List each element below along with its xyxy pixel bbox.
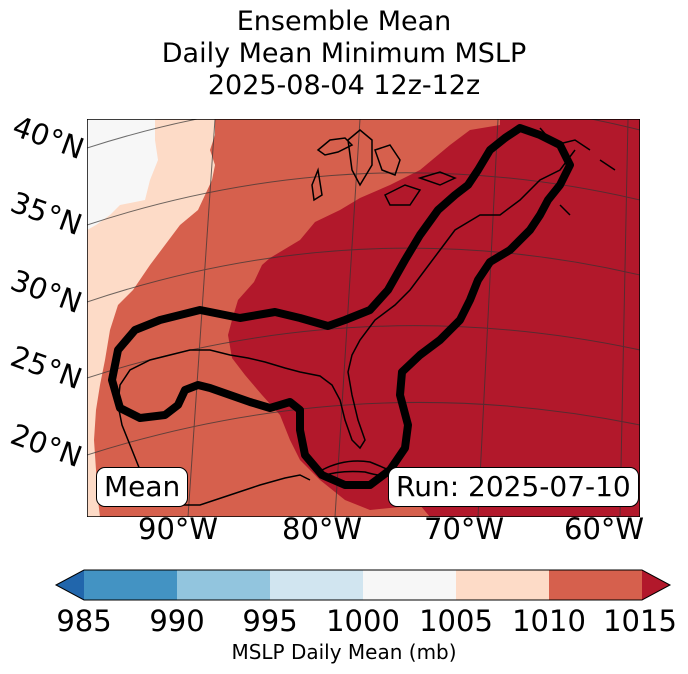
- parallel-20n: [87, 402, 640, 456]
- chart-title-line2: Daily Mean Minimum MSLP: [161, 38, 527, 69]
- map-area: [87, 119, 640, 517]
- colorbar-bin-1005-1010: [456, 570, 550, 600]
- colorbar-tick-1015: 1015: [603, 604, 677, 638]
- meridian-60w: [619, 119, 629, 517]
- meridian-90w: [187, 119, 216, 517]
- lon-label-70w: 70°W: [424, 512, 505, 546]
- lon-label-90w: 90°W: [138, 512, 219, 546]
- colorbar-outline: [54, 569, 672, 601]
- colorbar-tick-1010: 1010: [512, 604, 586, 638]
- colorbar-bin-985-990: [84, 570, 178, 600]
- colorbar-bin-995-1000: [270, 570, 364, 600]
- colorbar-bin-1000-1005: [363, 570, 457, 600]
- pressure-fill-1005-1010: [87, 119, 215, 517]
- run-date-box: Run: 2025-07-10: [388, 467, 639, 507]
- lon-label-80w: 80°W: [282, 512, 363, 546]
- parallel-40n: [87, 119, 640, 149]
- colorbar-bin-990-995: [177, 570, 271, 600]
- colorbar-over-arrow: [642, 570, 670, 600]
- chart-title-line1: Ensemble Mean: [236, 6, 452, 37]
- colorbar-under-arrow: [56, 570, 84, 600]
- colorbar-tick-985: 985: [56, 604, 112, 638]
- ensemble-contour: [108, 124, 574, 489]
- pressure-fill-1000-1005: [87, 119, 158, 230]
- pressure-fill-1010-1015: [87, 119, 500, 517]
- parallel-30n: [87, 247, 640, 303]
- chart-title-line3: 2025-08-04 12z-12z: [207, 70, 481, 101]
- colorbar-tick-990: 990: [149, 604, 205, 638]
- colorbar-tick-1005: 1005: [419, 604, 493, 638]
- colorbar-tick-1000: 1000: [326, 604, 400, 638]
- meridian-70w: [477, 119, 499, 517]
- great-lakes: [311, 129, 457, 206]
- colorbar-bin-1010-1015: [549, 570, 643, 600]
- graticule: [87, 119, 640, 517]
- colorbar-label: MSLP Daily Mean (mb): [231, 640, 457, 664]
- lon-label-60w: 60°W: [564, 512, 645, 546]
- colorbar-tick-995: 995: [242, 604, 298, 638]
- mean-label-box: Mean: [96, 467, 189, 507]
